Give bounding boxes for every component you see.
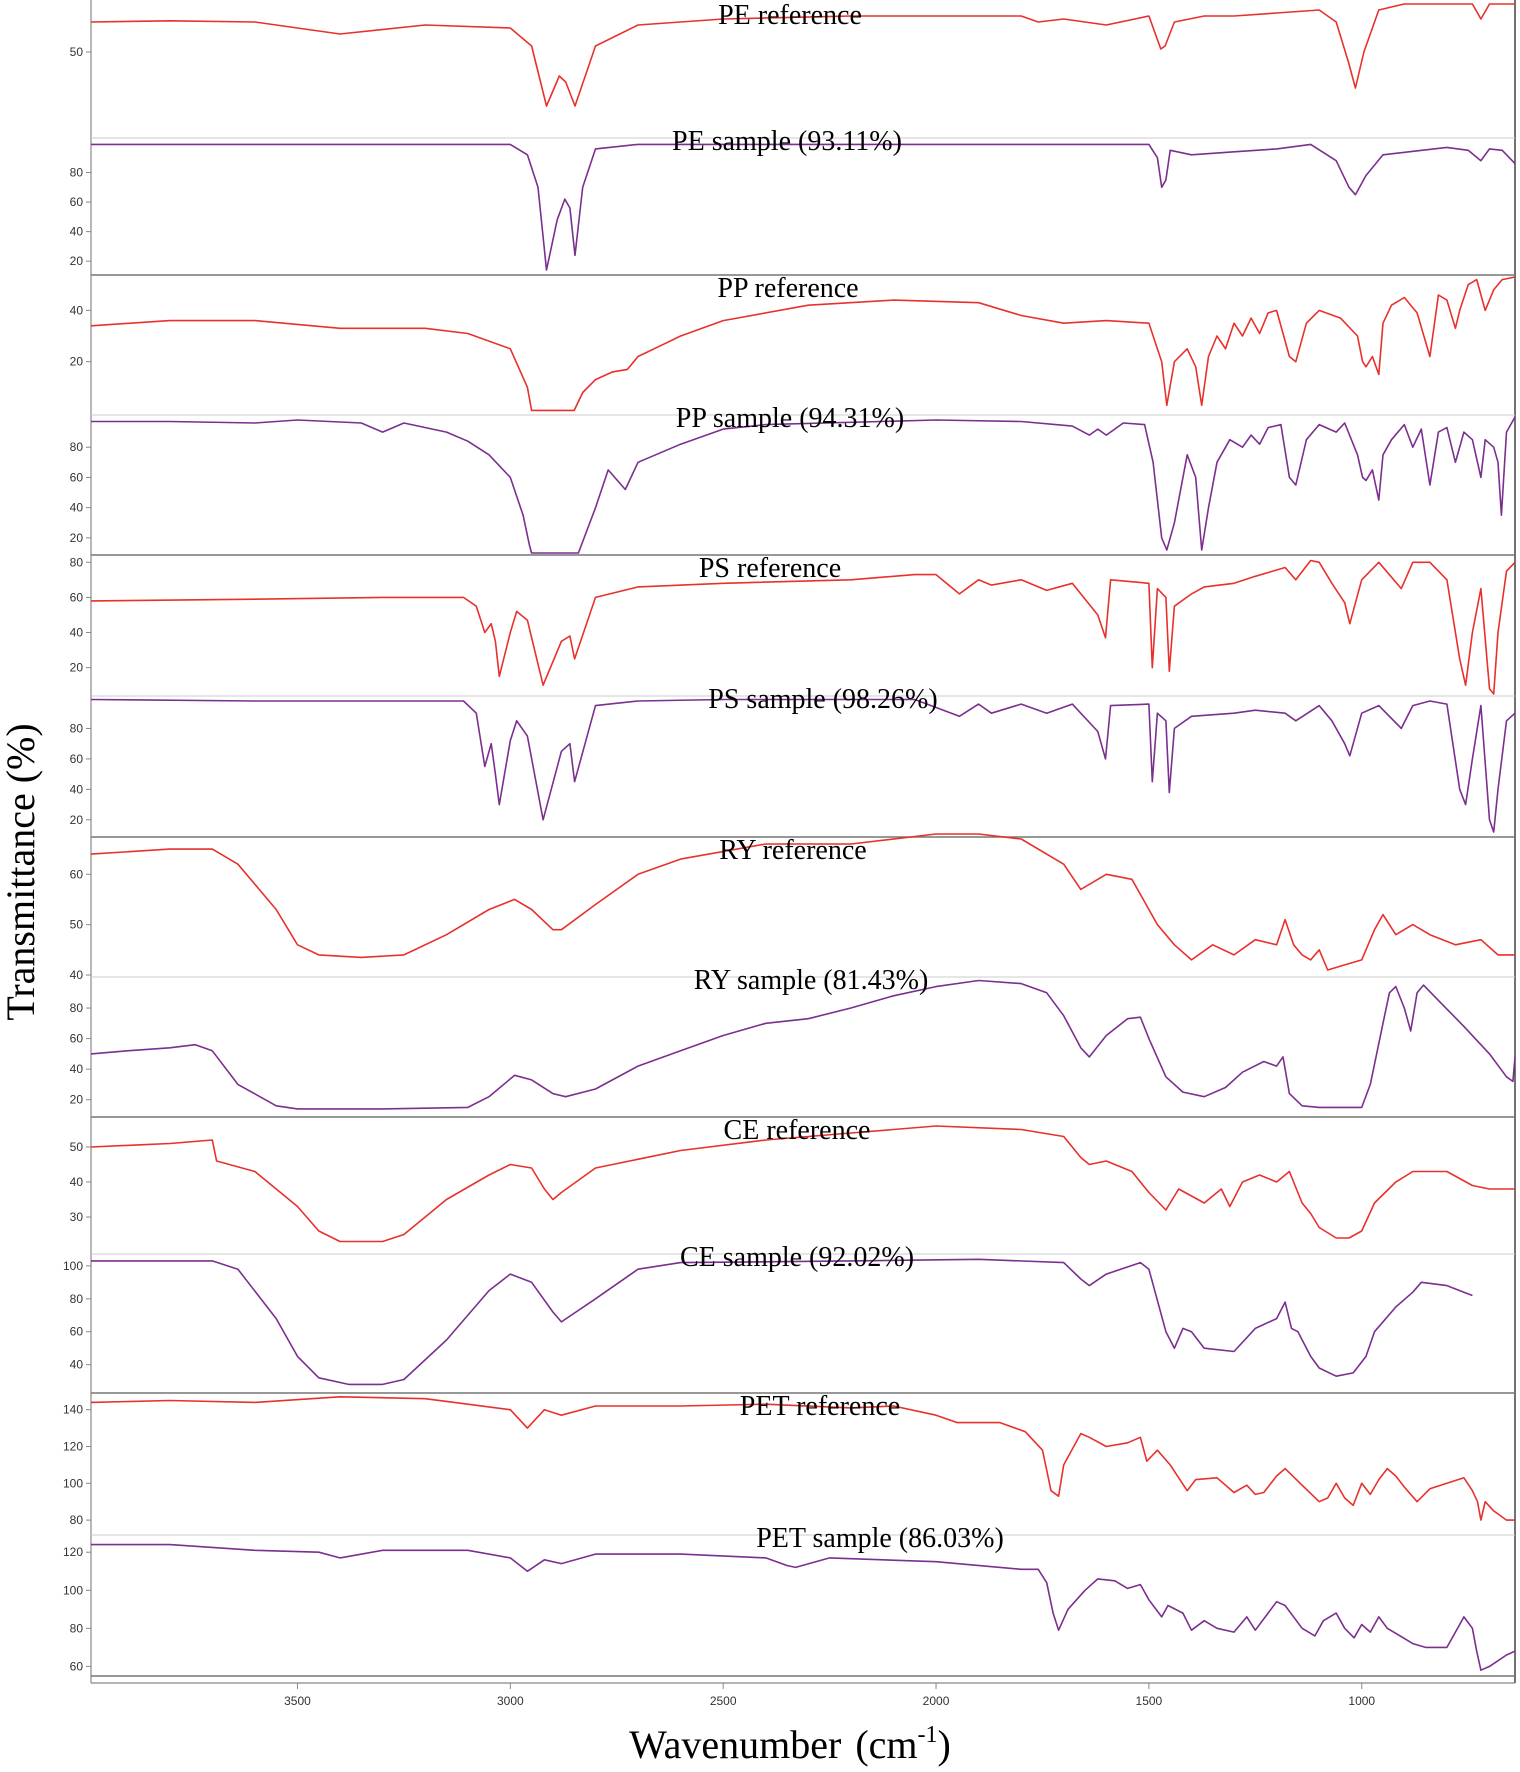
x-tick-label: 2000 (923, 1694, 950, 1708)
x-axis-title: Wavenumber (cm-1) (629, 1722, 951, 1767)
x-axis-title-unit: (cm (855, 1722, 917, 1767)
panel-3: 80 60 40 20 PP sample (94.31%) (70, 403, 1516, 556)
y-tick-label: 40 (70, 626, 84, 640)
y-tick-label: 50 (70, 918, 84, 932)
spectrum-line-5 (90, 698, 1516, 833)
y-tick-label: 80 (70, 166, 84, 180)
y-tick-label: 100 (63, 1259, 83, 1273)
y-tick-label: 50 (70, 45, 84, 59)
y-tick-label: 40 (70, 782, 84, 796)
x-tick-label: 3500 (284, 1694, 311, 1708)
panel-title-11: PET sample (86.03%) (756, 1523, 1004, 1554)
panel-7: 80 60 40 20 RY sample (81.43%) (70, 965, 1516, 1118)
y-tick-label: 40 (70, 1358, 84, 1372)
y-tick-label: 30 (70, 1210, 84, 1224)
spectrum-line-9 (91, 1258, 1473, 1386)
y-tick-label: 20 (70, 1093, 84, 1107)
spectrum-line-4 (90, 559, 1516, 695)
y-tick-label: 40 (70, 501, 84, 515)
x-axis-title-unit-close: ) (938, 1722, 951, 1767)
panels-group: 50 PE reference 80 60 40 20 PE sample (93.11%)… (63, 0, 1516, 1683)
y-tick-label: 40 (70, 968, 84, 982)
y-tick-label: 80 (70, 1001, 84, 1015)
spectrum-line-8 (90, 1125, 1515, 1243)
x-tick-label: 1500 (1136, 1694, 1163, 1708)
y-tick-label: 40 (70, 225, 84, 239)
y-tick-label: 140 (63, 1403, 83, 1417)
panel-4: 80 60 40 20 PS reference (70, 553, 1516, 697)
y-tick-label: 60 (70, 590, 84, 604)
spectrum-line-7 (90, 979, 1516, 1110)
panel-9: 100 80 60 40 CE sample (92.02%) (63, 1242, 1515, 1394)
spectrum-line-10 (90, 1396, 1515, 1521)
panel-title-9: CE sample (92.02%) (680, 1242, 914, 1273)
panel-title-1: PE sample (93.11%) (672, 126, 902, 157)
spectrum-line-0 (90, 3, 1515, 107)
spectrum-line-11 (91, 1543, 1516, 1671)
x-axis: 3500 3000 2500 2000 1500 1000 (91, 1682, 1515, 1708)
panel-title-4: PS reference (699, 553, 841, 584)
panel-title-7: RY sample (81.43%) (694, 965, 929, 996)
panel-5: 80 60 40 20 PS sample (98.26%) (70, 684, 1516, 838)
panel-title-8: CE reference (724, 1115, 871, 1146)
x-axis-title-unit-sup: -1 (918, 1722, 938, 1748)
y-tick-label: 80 (70, 1621, 84, 1635)
y-tick-label: 60 (70, 867, 84, 881)
y-axis-title: Transmittance (%) (0, 723, 43, 1020)
y-tick-label: 100 (63, 1476, 83, 1490)
y-tick-label: 60 (70, 1659, 84, 1673)
y-tick-label: 60 (70, 752, 84, 766)
panel-title-5: PS sample (98.26%) (708, 684, 937, 715)
spectrum-line-1 (91, 143, 1516, 271)
panel-title-6: RY reference (719, 835, 866, 866)
panel-0: 50 PE reference (70, 0, 1515, 139)
spectrum-line-3 (91, 416, 1516, 554)
y-tick-label: 60 (70, 195, 84, 209)
x-tick-label: 2500 (710, 1694, 737, 1708)
y-tick-label: 20 (70, 813, 84, 827)
panel-11: 120 100 80 60 PET sample (86.03%) (63, 1523, 1516, 1677)
x-axis-title-main: Wavenumber (629, 1722, 841, 1767)
y-tick-label: 80 (70, 555, 84, 569)
y-tick-label: 80 (70, 721, 84, 735)
x-tick-label: 1000 (1348, 1694, 1375, 1708)
y-tick-label: 40 (70, 1062, 84, 1076)
y-tick-label: 20 (70, 661, 84, 675)
y-tick-label: 40 (70, 1175, 84, 1189)
panel-title-2: PP reference (717, 273, 858, 304)
y-tick-label: 20 (70, 531, 84, 545)
panel-8: 50 40 30 CE reference (70, 1115, 1515, 1255)
panel-6: 60 50 40 RY reference (70, 833, 1515, 982)
y-tick-label: 60 (70, 470, 84, 484)
y-tick-label: 100 (63, 1583, 83, 1597)
y-tick-label: 80 (70, 440, 84, 454)
y-tick-label: 40 (70, 303, 84, 317)
y-tick-label: 20 (70, 254, 84, 268)
y-tick-label: 120 (63, 1440, 83, 1454)
y-tick-label: 120 (63, 1545, 83, 1559)
spectrum-line-6 (90, 833, 1515, 971)
y-tick-label: 50 (70, 1140, 84, 1154)
panel-title-3: PP sample (94.31%) (676, 403, 904, 434)
y-tick-label: 60 (70, 1032, 84, 1046)
panel-title-0: PE reference (718, 0, 862, 31)
panel-1: 80 60 40 20 PE sample (93.11%) (70, 126, 1516, 276)
x-tick-label: 3000 (497, 1694, 524, 1708)
panel-10: 140 120 100 80 PET reference (63, 1391, 1515, 1536)
y-tick-label: 20 (70, 355, 84, 369)
y-tick-label: 80 (70, 1292, 84, 1306)
panel-title-10: PET reference (740, 1391, 900, 1422)
y-tick-label: 60 (70, 1325, 84, 1339)
spectrum-line-2 (90, 276, 1516, 412)
panel-2: 40 20 PP reference (70, 273, 1516, 416)
y-tick-label: 80 (70, 1513, 84, 1527)
